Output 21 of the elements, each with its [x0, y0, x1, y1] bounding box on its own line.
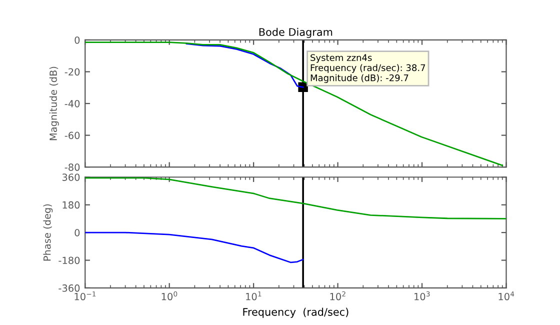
x-axis-title: Frequency (rad/sec) [243, 308, 348, 318]
y-tick-label: -60 [64, 132, 80, 140]
y-axis-title: Magnitude (dB) [49, 66, 59, 140]
y-tick-label: -20 [64, 68, 80, 76]
y-tick-label: -360 [58, 284, 80, 292]
y-tick-label: 180 [62, 201, 80, 209]
chart-title: Bode Diagram [259, 28, 332, 38]
annotation: System zzn4s Frequency (rad/sec): 38.7 Magnitude (dB): -29.7 [310, 54, 426, 83]
y-tick-label: -180 [58, 256, 80, 264]
y-tick-label: 360 [62, 174, 80, 181]
y-axis-title: Phase (deg) [43, 204, 53, 261]
y-tick-label: -40 [64, 100, 80, 108]
x-tick-label: 10$^{4}$ [498, 291, 514, 300]
x-tick-label: 10$^{2}$ [330, 291, 346, 300]
y-tick-label: 0 [74, 36, 80, 44]
x-tick-label: 10$^{−1}$ [74, 291, 96, 300]
x-tick-label: 10$^{3}$ [414, 291, 430, 300]
x-tick-label: 10$^{0}$ [162, 291, 178, 300]
y-tick-label: 0 [74, 229, 80, 236]
y-tick-label: -80 [64, 164, 80, 171]
x-tick-label: 10$^{1}$ [246, 291, 262, 300]
